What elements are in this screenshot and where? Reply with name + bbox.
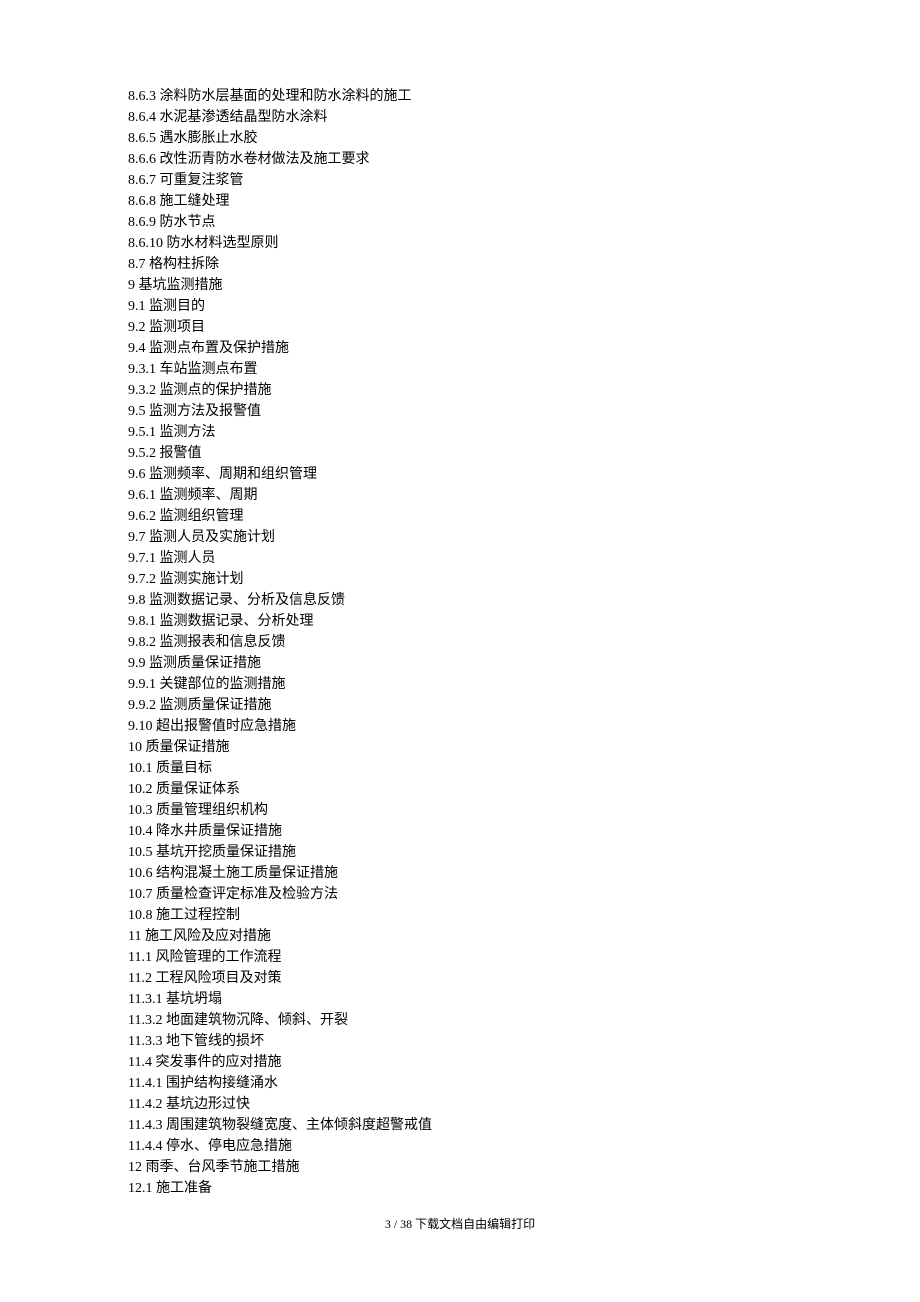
toc-item: 9.5.1 监测方法 (128, 422, 792, 443)
toc-item: 8.6.7 可重复注浆管 (128, 170, 792, 191)
toc-item: 11.4.4 停水、停电应急措施 (128, 1136, 792, 1157)
toc-item: 10.2 质量保证体系 (128, 779, 792, 800)
table-of-contents: 8.6.3 涂料防水层基面的处理和防水涂料的施工8.6.4 水泥基渗透结晶型防水… (128, 86, 792, 1199)
toc-item: 9.3.1 车站监测点布置 (128, 359, 792, 380)
toc-item: 11.4.2 基坑边形过快 (128, 1094, 792, 1115)
toc-item: 8.6.8 施工缝处理 (128, 191, 792, 212)
toc-item: 9.5.2 报警值 (128, 443, 792, 464)
toc-item: 12.1 施工准备 (128, 1178, 792, 1199)
toc-item: 11.3.3 地下管线的损坏 (128, 1031, 792, 1052)
toc-item: 9 基坑监测措施 (128, 275, 792, 296)
toc-item: 8.6.9 防水节点 (128, 212, 792, 233)
toc-item: 10 质量保证措施 (128, 737, 792, 758)
toc-item: 10.4 降水井质量保证措施 (128, 821, 792, 842)
toc-item: 11.1 风险管理的工作流程 (128, 947, 792, 968)
toc-item: 11 施工风险及应对措施 (128, 926, 792, 947)
toc-item: 10.6 结构混凝土施工质量保证措施 (128, 863, 792, 884)
toc-item: 9.8 监测数据记录、分析及信息反馈 (128, 590, 792, 611)
toc-item: 9.6 监测频率、周期和组织管理 (128, 464, 792, 485)
page-footer: 3 / 38 下载文档自由编辑打印 (0, 1215, 920, 1232)
toc-item: 9.4 监测点布置及保护措施 (128, 338, 792, 359)
toc-item: 11.3.2 地面建筑物沉降、倾斜、开裂 (128, 1010, 792, 1031)
toc-item: 10.7 质量检查评定标准及检验方法 (128, 884, 792, 905)
toc-item: 11.4 突发事件的应对措施 (128, 1052, 792, 1073)
toc-item: 9.10 超出报警值时应急措施 (128, 716, 792, 737)
toc-item: 10.8 施工过程控制 (128, 905, 792, 926)
toc-item: 9.6.1 监测频率、周期 (128, 485, 792, 506)
toc-item: 9.7.2 监测实施计划 (128, 569, 792, 590)
toc-item: 11.4.3 周围建筑物裂缝宽度、主体倾斜度超警戒值 (128, 1115, 792, 1136)
toc-item: 8.6.10 防水材料选型原则 (128, 233, 792, 254)
toc-item: 8.6.4 水泥基渗透结晶型防水涂料 (128, 107, 792, 128)
toc-item: 8.7 格构柱拆除 (128, 254, 792, 275)
toc-item: 9.8.2 监测报表和信息反馈 (128, 632, 792, 653)
toc-item: 9.7 监测人员及实施计划 (128, 527, 792, 548)
toc-item: 9.5 监测方法及报警值 (128, 401, 792, 422)
toc-item: 10.5 基坑开挖质量保证措施 (128, 842, 792, 863)
toc-item: 9.3.2 监测点的保护措施 (128, 380, 792, 401)
toc-item: 9.6.2 监测组织管理 (128, 506, 792, 527)
toc-item: 11.2 工程风险项目及对策 (128, 968, 792, 989)
toc-item: 11.4.1 围护结构接缝涌水 (128, 1073, 792, 1094)
toc-item: 9.9 监测质量保证措施 (128, 653, 792, 674)
toc-item: 9.1 监测目的 (128, 296, 792, 317)
toc-item: 9.2 监测项目 (128, 317, 792, 338)
toc-item: 8.6.6 改性沥青防水卷材做法及施工要求 (128, 149, 792, 170)
toc-item: 9.9.1 关键部位的监测措施 (128, 674, 792, 695)
toc-item: 10.3 质量管理组织机构 (128, 800, 792, 821)
toc-item: 9.9.2 监测质量保证措施 (128, 695, 792, 716)
toc-item: 9.8.1 监测数据记录、分析处理 (128, 611, 792, 632)
footer-text: 3 / 38 下载文档自由编辑打印 (385, 1217, 535, 1231)
toc-item: 9.7.1 监测人员 (128, 548, 792, 569)
toc-item: 8.6.3 涂料防水层基面的处理和防水涂料的施工 (128, 86, 792, 107)
toc-item: 8.6.5 遇水膨胀止水胶 (128, 128, 792, 149)
toc-item: 11.3.1 基坑坍塌 (128, 989, 792, 1010)
toc-item: 10.1 质量目标 (128, 758, 792, 779)
toc-item: 12 雨季、台风季节施工措施 (128, 1157, 792, 1178)
